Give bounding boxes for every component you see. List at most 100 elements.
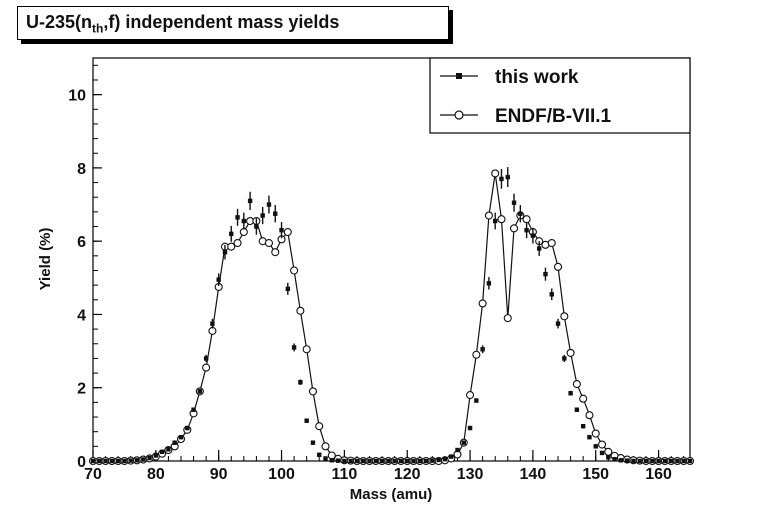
endf-point bbox=[497, 215, 506, 224]
endf-point bbox=[466, 391, 475, 400]
y-tick-label: 10 bbox=[68, 88, 86, 105]
x-tick-label: 90 bbox=[210, 466, 228, 483]
endf-point bbox=[296, 306, 305, 315]
y-tick-label: 6 bbox=[77, 234, 86, 251]
this-work-point bbox=[159, 449, 165, 455]
this-work-point bbox=[518, 211, 523, 216]
x-tick-label: 120 bbox=[394, 466, 421, 483]
y-tick-label: 0 bbox=[77, 454, 86, 471]
title-prefix: U-235(n bbox=[26, 12, 93, 32]
this-work-point bbox=[549, 292, 554, 297]
y-axis-label: Yield (%) bbox=[37, 228, 54, 291]
this-work-point bbox=[229, 231, 234, 237]
this-work-point bbox=[543, 271, 548, 277]
endf-point bbox=[264, 238, 274, 248]
this-work-point bbox=[574, 407, 580, 412]
this-work-point bbox=[687, 458, 693, 464]
this-work-point bbox=[335, 458, 341, 463]
endf-point bbox=[208, 326, 217, 335]
legend: this work ENDF/B-VII.1 bbox=[429, 57, 691, 134]
x-tick-label: 100 bbox=[268, 466, 295, 483]
this-work-point bbox=[103, 458, 108, 464]
this-work-point bbox=[279, 227, 284, 233]
this-work-point bbox=[492, 218, 498, 224]
this-work-point bbox=[436, 457, 441, 463]
this-work-point bbox=[178, 434, 184, 440]
this-work-point bbox=[134, 458, 140, 463]
endf-point bbox=[579, 394, 588, 403]
legend-label-endf: ENDF/B-VII.1 bbox=[495, 106, 612, 127]
endf-point bbox=[503, 314, 512, 323]
this-work-point bbox=[329, 458, 334, 463]
x-tick-label: 110 bbox=[331, 466, 357, 483]
this-work-point bbox=[480, 347, 485, 352]
this-work-point bbox=[405, 458, 410, 464]
y-tick-label: 4 bbox=[77, 307, 86, 324]
this-work-point bbox=[499, 176, 504, 182]
this-work-point bbox=[222, 249, 228, 255]
endf-point bbox=[522, 215, 531, 224]
this-work-point bbox=[115, 458, 121, 464]
this-work-point bbox=[373, 458, 378, 464]
endf-point bbox=[290, 266, 299, 275]
endf-point bbox=[585, 411, 594, 420]
x-tick-label: 80 bbox=[147, 466, 165, 483]
this-work-point bbox=[455, 447, 460, 453]
this-work-point bbox=[430, 458, 435, 463]
this-work-point bbox=[379, 458, 385, 464]
this-work-point bbox=[511, 200, 517, 205]
this-work-point bbox=[536, 246, 542, 251]
endf-point bbox=[302, 345, 311, 354]
this-work-point bbox=[668, 458, 674, 464]
endf-point bbox=[271, 248, 280, 257]
this-work-point bbox=[147, 455, 152, 461]
this-work-point bbox=[593, 444, 598, 449]
endf-point bbox=[566, 348, 575, 357]
x-tick-label: 70 bbox=[84, 466, 102, 483]
endf-line bbox=[93, 173, 690, 462]
this-work-point bbox=[367, 458, 372, 464]
this-work-point bbox=[241, 218, 247, 224]
x-tick-label: 160 bbox=[645, 466, 672, 483]
this-work-point bbox=[386, 458, 391, 464]
endf-point bbox=[233, 238, 242, 248]
this-work-point bbox=[486, 281, 492, 286]
this-work-point bbox=[203, 356, 209, 361]
this-work-point bbox=[235, 215, 240, 220]
endf-point bbox=[472, 350, 481, 359]
this-work-point bbox=[524, 227, 529, 233]
endf-point bbox=[478, 299, 487, 308]
this-work-point bbox=[191, 407, 196, 412]
chart-title-box: U-235(nth,f) independent mass yields bbox=[17, 6, 449, 40]
this-work-point bbox=[398, 458, 404, 464]
title-subscript: th bbox=[92, 21, 104, 36]
this-work-point bbox=[675, 458, 680, 464]
endf-point bbox=[560, 312, 569, 321]
endf-series bbox=[88, 169, 695, 466]
endf-point bbox=[553, 262, 563, 271]
endf-point bbox=[509, 224, 519, 233]
this-work-point bbox=[442, 456, 448, 462]
this-work-point bbox=[348, 458, 353, 464]
legend-label-this-work: this work bbox=[495, 67, 579, 88]
this-work-point bbox=[254, 224, 259, 229]
this-work-point bbox=[656, 458, 661, 464]
endf-point bbox=[572, 380, 581, 389]
x-tick-label: 150 bbox=[582, 466, 609, 483]
this-work-point bbox=[141, 457, 146, 462]
endf-point bbox=[227, 242, 236, 251]
this-work-point bbox=[291, 345, 297, 350]
this-work-point bbox=[449, 454, 454, 459]
this-work-point bbox=[342, 458, 347, 464]
this-work-point bbox=[153, 453, 159, 458]
this-work-point bbox=[612, 456, 617, 462]
this-work-point bbox=[599, 450, 605, 456]
y-tick-label: 2 bbox=[77, 381, 86, 398]
this-work-point bbox=[122, 458, 127, 464]
legend-marker-this-work bbox=[456, 73, 462, 79]
this-work-point bbox=[172, 440, 177, 445]
legend-marker-endf bbox=[454, 110, 464, 120]
this-work-point bbox=[631, 458, 636, 464]
this-work-point bbox=[681, 458, 686, 464]
